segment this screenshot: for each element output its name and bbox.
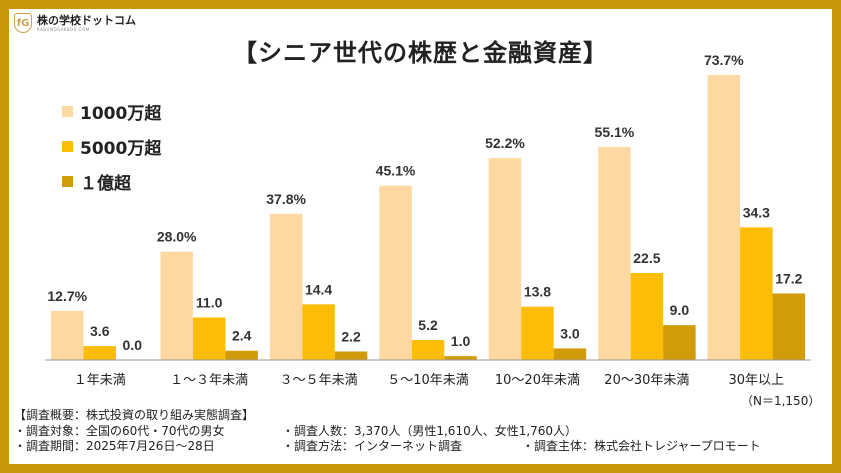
category-label-1: １～３年未満	[170, 373, 248, 388]
data-label-2-5: 9.0	[670, 302, 690, 318]
bar-1-5	[630, 273, 664, 360]
logo-text: 株の学校ドットコム KABUNOGAKKOU.COM	[37, 15, 136, 32]
category-label-2: ３～５年未満	[280, 373, 358, 388]
data-label-1-2: 14.4	[305, 281, 332, 297]
bar-2-1	[225, 350, 258, 360]
data-label-0-6: 73.7%	[704, 52, 744, 68]
bar-0-6	[707, 75, 741, 360]
category-label-5: 20～30年未満	[604, 373, 689, 388]
legend-item-5000man: 5000万超	[62, 135, 162, 159]
data-label-0-1: 28.0%	[157, 229, 197, 245]
legend-label-5000man: 5000万超	[80, 138, 162, 159]
bar-2-2	[334, 351, 368, 360]
data-label-1-5: 22.5	[633, 250, 660, 266]
bar-0-4	[488, 158, 522, 360]
bar-0-3	[379, 185, 412, 360]
data-label-1-4: 13.8	[524, 284, 551, 300]
data-label-2-4: 3.0	[560, 325, 580, 341]
category-label-0: １年未満	[74, 373, 126, 388]
bar-1-6	[740, 227, 773, 360]
bar-2-5	[663, 325, 696, 360]
survey-organizer: ・調査主体：株式会社トレジャープロモート	[522, 439, 761, 453]
legend-label-1oku: １億超	[80, 173, 131, 194]
survey-method: ・調査方法：インターネット調査	[282, 439, 463, 453]
category-label-6: 30年以上	[729, 373, 785, 388]
legend-swatch-1000man	[62, 105, 73, 117]
legend-item-1000man: 1000万超	[62, 100, 162, 124]
data-label-1-1: 11.0	[196, 294, 223, 310]
data-label-1-6: 34.3	[743, 204, 770, 220]
bar-2-4	[553, 348, 587, 360]
legend-swatch-1oku	[62, 175, 73, 187]
bar-1-2	[302, 304, 335, 360]
bar-1-3	[411, 339, 445, 360]
chart-legend: 1000万超 5000万超 １億超	[62, 100, 161, 205]
legend-swatch-5000man	[62, 140, 73, 152]
data-label-0-2: 37.8%	[266, 191, 306, 207]
logo-name: 株の学校ドットコム	[37, 13, 136, 27]
survey-period: ・調査期間：2025年7月26日～28日	[14, 439, 215, 453]
data-label-2-1: 2.4	[232, 328, 252, 344]
category-label-4: 10～20年未満	[495, 373, 580, 388]
survey-heading: 【調査概要：株式投資の取り組み実態調査】	[14, 408, 255, 422]
bar-0-1	[160, 251, 193, 360]
data-label-2-0: 0.0	[123, 337, 143, 353]
sample-size-note: （N＝1,150）	[741, 394, 821, 408]
bar-0-0	[51, 310, 84, 360]
data-label-1-3: 5.2	[418, 317, 438, 333]
data-label-0-0: 12.7%	[47, 288, 87, 304]
data-label-2-6: 17.2	[775, 270, 802, 286]
bar-0-5	[598, 146, 631, 360]
category-label-3: ５～10年未満	[387, 373, 469, 388]
logo-url: KABUNOGAKKOU.COM	[37, 26, 90, 32]
chart-title: 【シニア世代の株歴と金融資産】	[233, 39, 608, 67]
data-label-0-3: 45.1%	[376, 163, 416, 179]
survey-respondents: ・調査人数：3,370人（男性1,610人、女性1,760人）	[282, 423, 578, 438]
data-label-2-2: 2.2	[341, 328, 361, 344]
bar-2-3	[444, 356, 477, 360]
legend-item-1oku: １億超	[62, 170, 161, 194]
legend-label-1000man: 1000万超	[80, 103, 162, 124]
bar-1-0	[83, 346, 116, 360]
bar-0-2	[269, 213, 303, 360]
data-label-0-4: 52.2%	[485, 135, 525, 151]
logo-badge-icon: fG	[14, 13, 32, 33]
bar-1-4	[521, 306, 554, 360]
slide-frame	[9, 9, 832, 464]
bar-2-6	[772, 293, 806, 360]
data-label-1-0: 3.6	[90, 323, 110, 339]
data-label-0-5: 55.1%	[595, 124, 635, 140]
bar-1-1	[192, 317, 226, 360]
survey-target: ・調査対象：全国の60代・70代の男女	[14, 423, 225, 438]
data-label-2-3: 1.0	[451, 333, 471, 349]
site-logo[interactable]: fG 株の学校ドットコム KABUNOGAKKOU.COM	[14, 13, 136, 33]
